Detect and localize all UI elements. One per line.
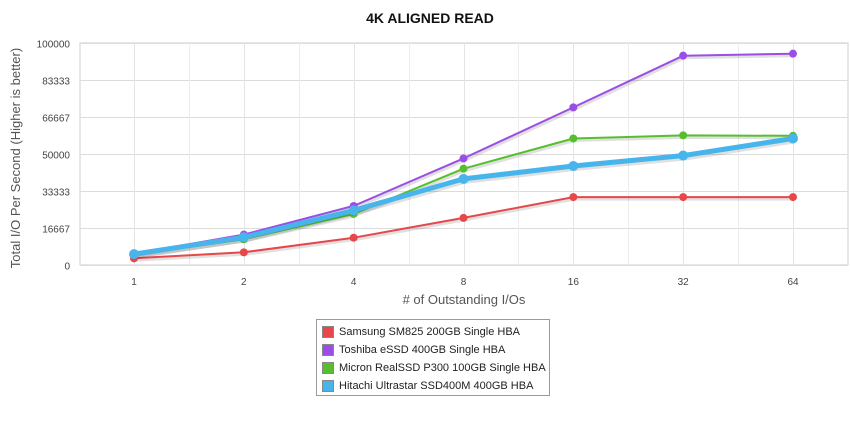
data-point [569, 103, 578, 112]
y-tick-label: 100000 [37, 40, 71, 51]
series-4 [129, 133, 798, 260]
y-tick-label: 83333 [42, 77, 70, 88]
series-1 [130, 193, 797, 263]
series-layer [129, 49, 798, 263]
data-point [348, 205, 359, 216]
x-tick-label: 16 [568, 277, 580, 288]
legend: Samsung SM825 200GB Single HBA Toshiba eS… [316, 319, 550, 396]
data-point [568, 160, 579, 171]
data-point [239, 248, 248, 257]
x-tick-label: 32 [678, 277, 690, 288]
x-tick-label: 1 [131, 277, 137, 288]
y-axis-title: Total I/O Per Second (Higher is better) [8, 48, 23, 268]
legend-label: Samsung SM825 200GB Single HBA [339, 326, 520, 338]
data-point [459, 213, 468, 222]
data-point [129, 249, 139, 260]
data-point [679, 51, 688, 60]
legend-item[interactable]: Toshiba eSSD 400GB Single HBA [322, 341, 549, 359]
data-point [459, 154, 468, 163]
legend-label: Hitachi Ultrastar SSD400M 400GB HBA [339, 380, 534, 392]
data-point [349, 233, 358, 242]
y-tick-label: 0 [64, 262, 70, 273]
legend-swatch [322, 326, 334, 338]
x-axis-title: # of Outstanding I/Os [403, 292, 526, 307]
legend-item[interactable]: Hitachi Ultrastar SSD400M 400GB HBA [322, 377, 549, 395]
data-point [238, 232, 249, 243]
data-point [788, 133, 798, 144]
data-point [459, 164, 468, 173]
x-tick-label: 8 [461, 277, 467, 288]
data-point [458, 173, 469, 184]
data-point [789, 193, 797, 202]
legend-item[interactable]: Samsung SM825 200GB Single HBA [322, 323, 549, 341]
data-point [678, 150, 689, 161]
x-tick-label: 64 [787, 277, 799, 288]
data-point [679, 131, 688, 140]
x-tick-label: 2 [241, 277, 247, 288]
legend-label: Micron RealSSD P300 100GB Single HBA [339, 362, 546, 374]
legend-swatch [322, 362, 334, 374]
legend-swatch [322, 380, 334, 392]
y-tick-label: 16667 [42, 225, 70, 236]
legend-label: Toshiba eSSD 400GB Single HBA [339, 344, 506, 356]
y-tick-label: 33333 [42, 188, 70, 199]
data-point [789, 49, 797, 58]
x-tick-label: 4 [351, 277, 357, 288]
legend-swatch [322, 344, 334, 356]
grid [79, 42, 849, 266]
chart-title: 4K ALIGNED READ [366, 10, 494, 26]
legend-item[interactable]: Micron RealSSD P300 100GB Single HBA [322, 359, 549, 377]
axes: 0 16667 33333 50000 66667 83333 100000 1 2 4 8 16 32… [37, 40, 799, 289]
y-tick-label: 66667 [42, 114, 70, 125]
data-point [569, 193, 578, 202]
data-point [679, 193, 688, 202]
data-point [569, 134, 578, 143]
y-tick-label: 50000 [42, 151, 70, 162]
